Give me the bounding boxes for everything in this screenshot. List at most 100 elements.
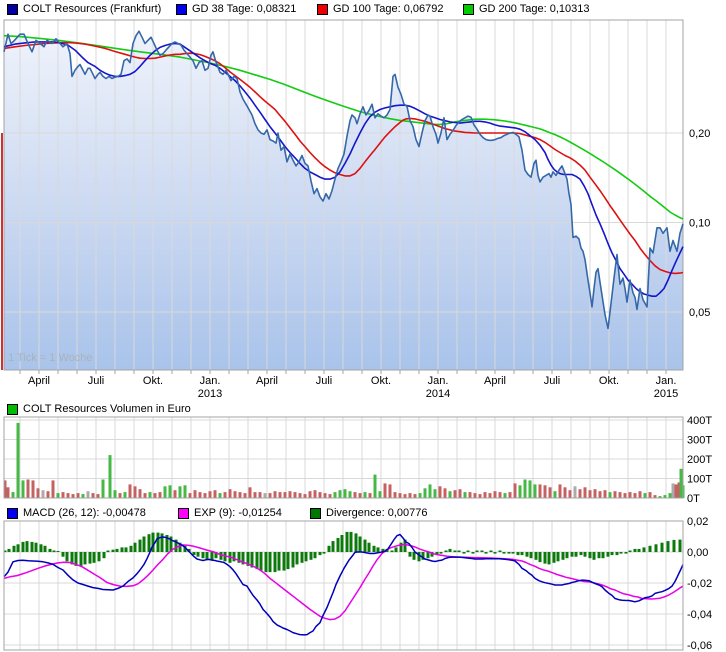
volume-bar [388, 484, 392, 498]
divergence-bar [579, 552, 583, 556]
volume-bar [96, 494, 100, 498]
volume-bar [348, 491, 352, 498]
divergence-bar [129, 545, 133, 552]
volume-bar [493, 491, 497, 498]
volume-bar [26, 479, 30, 498]
divergence-bar [421, 552, 425, 560]
divergence-bar [565, 552, 569, 559]
divergence-bar [70, 552, 74, 565]
divergence-bar [520, 552, 524, 556]
divergence-bar [160, 533, 164, 552]
divergence-bar [412, 552, 416, 560]
gd100-color-swatch [317, 3, 328, 15]
divergence-bar [435, 552, 439, 556]
volume-bar [518, 485, 522, 498]
divergence-bar [282, 552, 286, 571]
macd-label: MACD (26, 12): -0,00478 [23, 507, 146, 519]
volume-bar [333, 492, 337, 498]
divergence-bar [30, 541, 34, 552]
x-tick-label: Jan. [656, 375, 677, 387]
volume-bar [679, 468, 683, 499]
volume-y-tick-label: 200T [687, 454, 712, 466]
legend-item-gd100: GD 100 Tage: 0,06792 [317, 2, 444, 16]
volume-bar [208, 491, 212, 498]
divergence-bar [363, 539, 367, 552]
volume-label: COLT Resources Volumen in Euro [23, 403, 191, 415]
divergence-bar [574, 552, 578, 557]
divergence-bar [106, 550, 110, 553]
divergence-bar [165, 535, 169, 553]
divergence-bar [570, 552, 574, 557]
divergence-bar [462, 552, 466, 554]
divergence-bar [7, 548, 11, 552]
volume-bar [263, 493, 267, 498]
divergence-bar [264, 552, 268, 573]
price-y-tick-label: 0,20 [689, 128, 710, 140]
divergence-bar [61, 552, 65, 557]
volume-bar [418, 493, 422, 498]
divergence-bar [318, 552, 322, 556]
divergence-bar [92, 552, 96, 563]
divergence-bar [648, 545, 652, 552]
divergence-bar [610, 552, 614, 556]
x-tick-label: Juli [544, 375, 561, 387]
volume-bar [6, 487, 10, 498]
volume-bar [558, 484, 562, 498]
volume-bar [638, 491, 642, 498]
divergence-bar [367, 542, 371, 552]
divergence-bar [672, 539, 676, 552]
divergence-bar [65, 552, 69, 562]
divergence-bar [624, 552, 628, 554]
macd-pane-border [3, 520, 684, 651]
divergence-bar [678, 539, 682, 552]
divergence-bar [439, 552, 443, 554]
x-tick-label: Jan. [428, 375, 449, 387]
x-tick-year-label: 2014 [426, 388, 450, 400]
volume-bar [283, 492, 287, 498]
macd-color-swatch [7, 507, 18, 519]
volume-bar [458, 489, 462, 498]
volume-bar [198, 492, 202, 498]
divergence-bar [426, 552, 430, 559]
gd38-line [3, 41, 684, 298]
divergence-bar [628, 550, 632, 553]
volume-bar [363, 492, 367, 498]
volume-bar [213, 490, 217, 498]
volume-y-tick-label: 100T [687, 474, 712, 486]
divergence-bar [552, 552, 556, 563]
divergence-bar [561, 552, 565, 560]
divergence-bar [331, 541, 335, 552]
divergence-bar [444, 550, 448, 553]
divergence-bar [97, 552, 101, 562]
gd200-label: GD 200 Tage: 0,10313 [479, 3, 590, 15]
volume-bar [608, 492, 612, 498]
volume-bar [483, 492, 487, 498]
volume-bar [618, 492, 622, 498]
x-tick-year-label: 2013 [198, 388, 222, 400]
divergence-bar [259, 552, 263, 571]
divergence-bar [457, 550, 461, 553]
divergence-bar [480, 550, 484, 553]
volume-bar [273, 491, 277, 498]
divergence-bar [642, 547, 646, 553]
divergence-bar [381, 548, 385, 552]
volume-bar [16, 422, 20, 498]
gd200-color-swatch [463, 3, 474, 15]
divergence-bar [12, 545, 16, 552]
divergence-bar [358, 536, 362, 552]
volume-bar [408, 493, 412, 498]
volume-bar [543, 485, 547, 498]
volume-pane-border [3, 416, 684, 499]
volume-bar [66, 493, 70, 498]
volume-bar [31, 480, 35, 498]
volume-bar [248, 487, 252, 498]
divergence-bar [489, 550, 493, 553]
divergence-bar [16, 544, 20, 553]
volume-bar [413, 494, 417, 498]
divergence-bar [115, 548, 119, 552]
divergence-bar [277, 552, 281, 571]
volume-bar [218, 493, 222, 498]
divergence-bar [475, 550, 479, 553]
macd-legend-row: MACD (26, 12): -0,00478 EXP (9): -0,0125… [0, 506, 726, 522]
